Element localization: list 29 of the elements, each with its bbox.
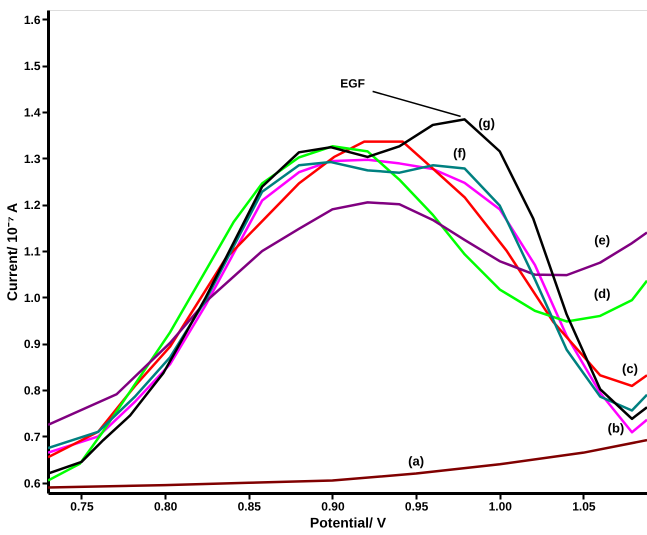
series-label: (b) (608, 420, 624, 436)
series-label: (d) (594, 286, 610, 301)
x-tick-label: 0.75 (70, 500, 94, 514)
series-label: (a) (408, 454, 424, 469)
x-tick-label: 0.90 (321, 500, 345, 514)
y-tick-label: 1.4 (24, 105, 41, 120)
y-tick-label: 1.6 (24, 12, 41, 27)
y-tick-label: 1.3 (24, 152, 41, 166)
series-label: (c) (622, 360, 638, 376)
y-tick-label: 0.9 (24, 337, 41, 352)
x-tick-label: 1.00 (488, 500, 512, 514)
x-tick-label: 0.80 (154, 500, 178, 514)
y-tick-label: 0.7 (24, 430, 41, 444)
y-tick-label: 1.0 (24, 290, 41, 305)
y-tick-label: 1.1 (24, 244, 41, 259)
x-tick-label: 0.95 (404, 500, 429, 514)
annotation: EGF (340, 76, 365, 90)
x-tick-label: 1.05 (572, 500, 596, 514)
y-axis-title: Current/ 10⁻⁷ A (4, 202, 20, 302)
y-tick-label: 0.8 (24, 384, 41, 398)
y-tick-label: 1.5 (24, 59, 41, 74)
series-label: (g) (478, 115, 495, 130)
series-label: (f) (453, 146, 466, 161)
series-label: (e) (594, 232, 610, 248)
line-series (48, 438, 647, 489)
y-tick-label: 1.2 (24, 198, 41, 212)
x-tick-label: 0.85 (238, 500, 262, 514)
x-axis-title: Potential/ V (310, 514, 387, 530)
y-tick-label: 0.6 (24, 476, 41, 490)
